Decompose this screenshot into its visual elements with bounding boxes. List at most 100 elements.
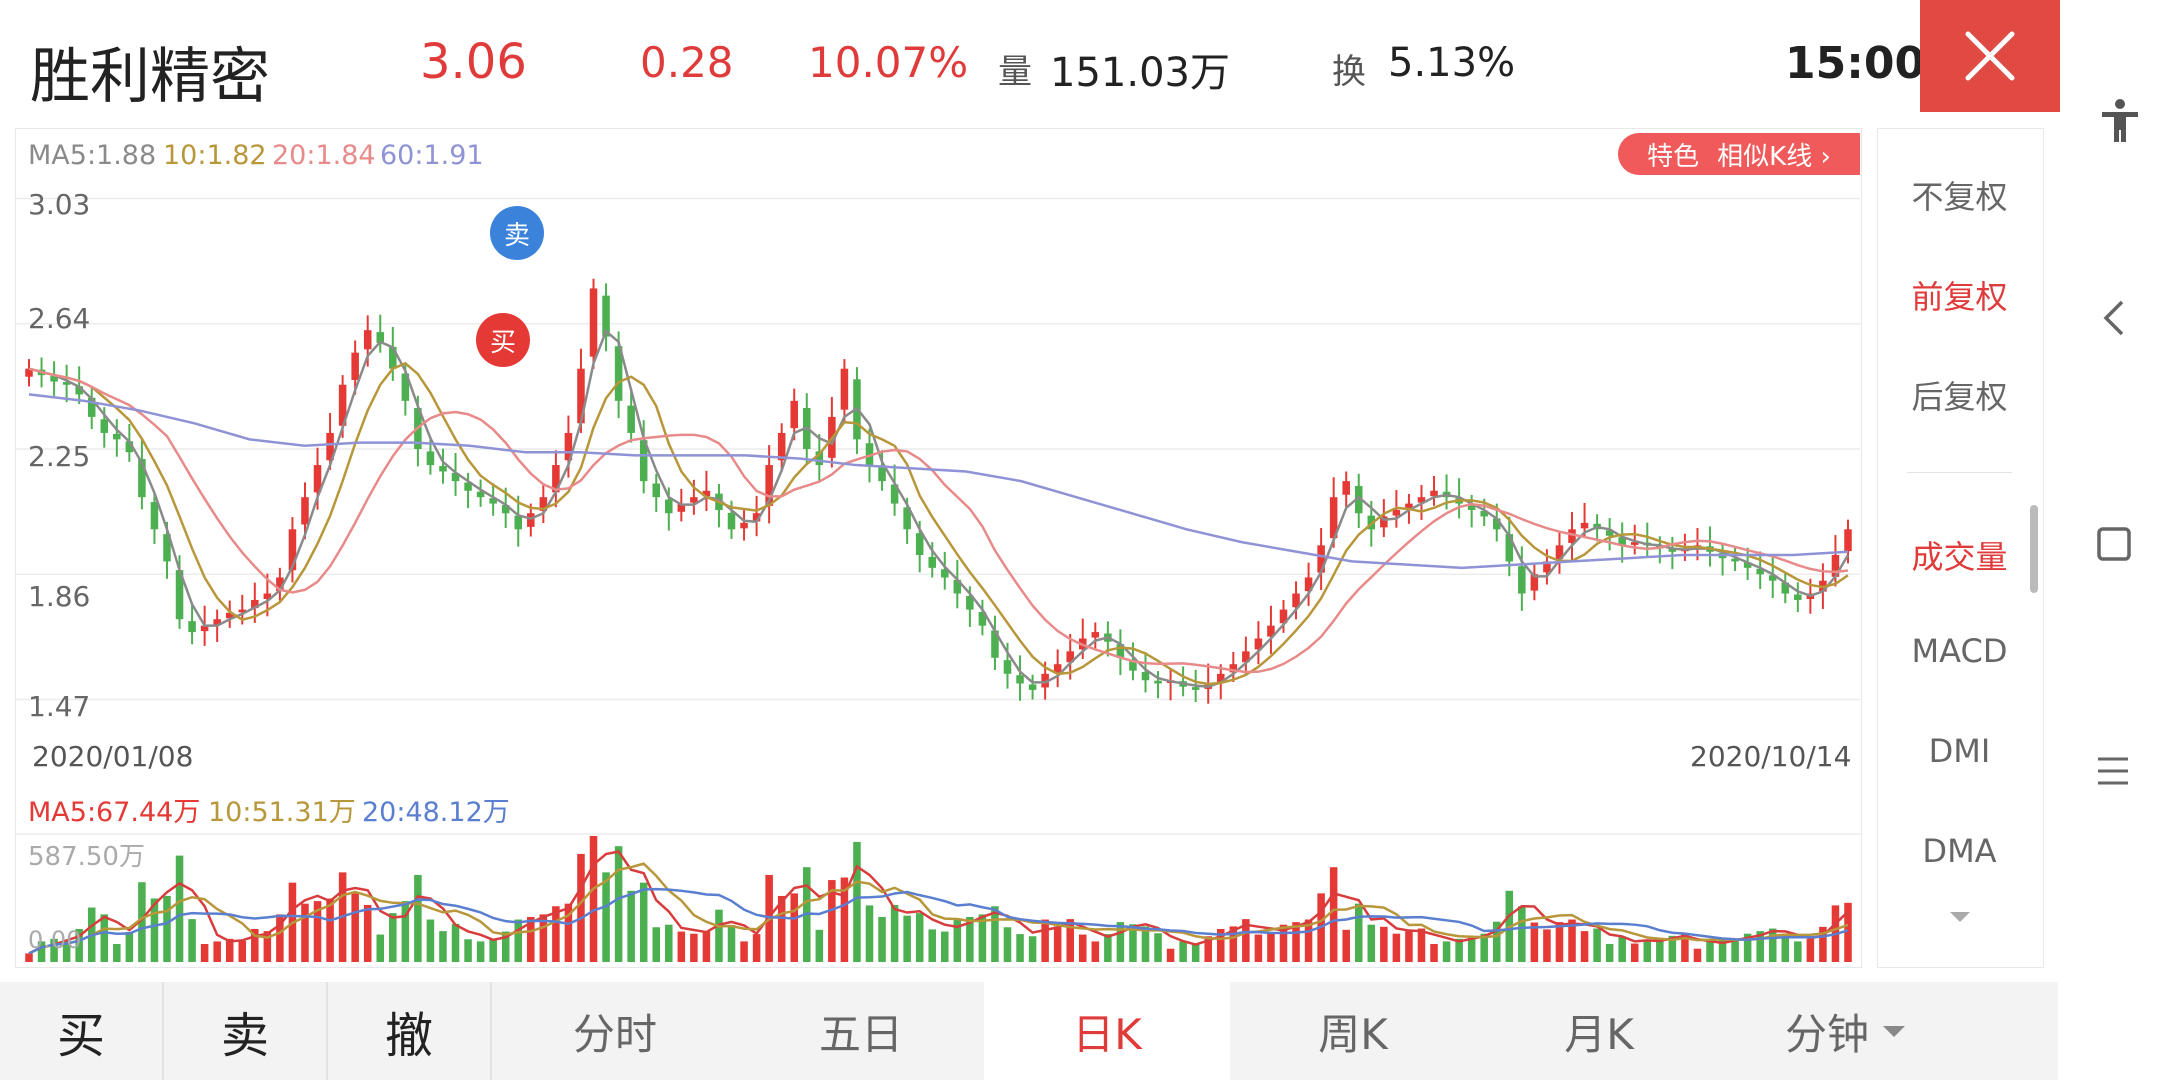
candle-body	[50, 376, 58, 382]
side-scrollbar[interactable]	[2030, 505, 2038, 593]
volume-bar	[1693, 948, 1702, 962]
candle-body	[1630, 542, 1639, 545]
volume-bar	[702, 931, 711, 962]
volume-bar	[1580, 931, 1589, 962]
volume-bar	[1555, 922, 1564, 962]
candle-body	[978, 611, 987, 626]
indicator-macd[interactable]: MACD	[1911, 632, 2008, 670]
chevron-down-icon[interactable]	[1950, 912, 1970, 922]
volume-bar	[1279, 924, 1288, 962]
volume-bar	[1116, 922, 1125, 962]
volume-bar	[752, 934, 761, 962]
volume-bar	[966, 916, 974, 962]
volume-bar	[1216, 928, 1225, 962]
back-icon[interactable]	[2100, 298, 2128, 338]
candle-body	[1129, 659, 1137, 671]
indicator-dmi[interactable]: DMI	[1928, 732, 1991, 770]
volume-bar	[1191, 943, 1200, 962]
volume-bar	[1743, 933, 1752, 962]
volume-bar	[1380, 926, 1388, 962]
tab-weekly-k[interactable]: 周K	[1318, 1009, 1388, 1059]
volume-bar	[1141, 926, 1150, 962]
end-date: 2020/10/14	[1690, 740, 1852, 773]
volume-bar	[1053, 926, 1062, 962]
no-adjust-option[interactable]: 不复权	[1911, 178, 2008, 216]
candle-body	[138, 458, 146, 498]
tab-minute[interactable]: 分钟	[1722, 982, 1968, 1080]
menu-icon[interactable]	[2096, 756, 2130, 786]
candle-body	[113, 433, 121, 440]
candle-body	[589, 288, 598, 357]
price-tick-3: 2.25	[28, 440, 91, 473]
candle-body	[941, 569, 949, 578]
volume-bar	[1254, 934, 1263, 962]
volume-bar	[1079, 934, 1087, 962]
candle-body	[602, 295, 610, 337]
volume-bar	[853, 841, 861, 962]
turnover-label: 换	[1332, 52, 1366, 92]
close-button[interactable]	[1920, 0, 2060, 112]
tab-intraday[interactable]: 分时	[572, 1009, 657, 1059]
candle-body	[238, 609, 247, 613]
cancel-order-button[interactable]: 撤	[384, 1008, 433, 1064]
volume-bar	[100, 914, 109, 962]
volume-bar	[777, 895, 786, 962]
candle-body	[1342, 481, 1350, 495]
similar-kline-button[interactable]: 特色 相似K线 ›	[1618, 133, 1860, 175]
tab-daily-k[interactable]: 日K	[984, 982, 1230, 1080]
volume-bar	[1593, 928, 1601, 962]
candle-body	[1329, 497, 1338, 539]
volume-bar	[1242, 919, 1250, 962]
candle-body	[1530, 574, 1539, 591]
start-date: 2020/01/08	[32, 740, 194, 773]
tab-five-day[interactable]: 五日	[818, 1009, 903, 1059]
candle-body	[1518, 566, 1526, 594]
ma60-legend: 60:1.91	[380, 140, 484, 171]
volume-bar	[1016, 934, 1024, 962]
candle-body	[125, 441, 134, 453]
volume-bar	[401, 901, 410, 962]
volume-bar	[414, 874, 422, 962]
candle-body	[765, 465, 773, 507]
home-icon[interactable]	[2096, 526, 2132, 562]
accessibility-icon[interactable]	[2100, 98, 2140, 144]
buy-button[interactable]: 买	[56, 1008, 105, 1064]
backward-adjust-option[interactable]: 后复权	[1911, 378, 2008, 416]
kline-chart[interactable]	[15, 128, 1862, 968]
forward-adjust-option[interactable]: 前复权	[1911, 278, 2008, 316]
indicator-volume[interactable]: 成交量	[1911, 538, 2008, 576]
volume-bar	[539, 914, 548, 962]
candle-body	[953, 579, 962, 594]
volume-bar	[589, 836, 598, 962]
indicator-dma[interactable]: DMA	[1922, 832, 1997, 870]
volume-bar	[1794, 941, 1802, 962]
volume-bar	[1568, 919, 1576, 962]
volume-bar	[727, 925, 736, 962]
candle-body	[928, 556, 936, 568]
volume-bar	[978, 914, 987, 962]
volume-bar	[514, 919, 523, 962]
sell-marker[interactable]: 卖	[490, 206, 544, 260]
candle-body	[1781, 582, 1790, 594]
ma5-legend: MA5:1.88	[28, 140, 157, 171]
dropdown-caret-icon	[1883, 1025, 1905, 1037]
tab-monthly-k[interactable]: 月K	[1564, 1009, 1634, 1059]
volume-bar	[639, 882, 648, 962]
candle-body	[276, 577, 284, 592]
candle-body	[1580, 522, 1589, 529]
candle-body	[87, 397, 96, 417]
candle-body	[1668, 549, 1677, 552]
sell-button[interactable]: 卖	[220, 1008, 269, 1064]
candle-body	[878, 467, 886, 482]
candle-body	[1831, 554, 1840, 577]
ma10-legend: 10:1.82	[163, 140, 267, 171]
candle-body	[389, 346, 397, 369]
volume-bar	[790, 893, 798, 962]
buy-marker[interactable]: 买	[476, 313, 530, 367]
volume-bar	[552, 906, 560, 962]
ma60-line	[28, 393, 1849, 570]
candle-body	[564, 432, 573, 461]
candle-body	[175, 570, 184, 620]
volume-bar	[1442, 941, 1451, 962]
volume-bar	[1630, 943, 1639, 962]
